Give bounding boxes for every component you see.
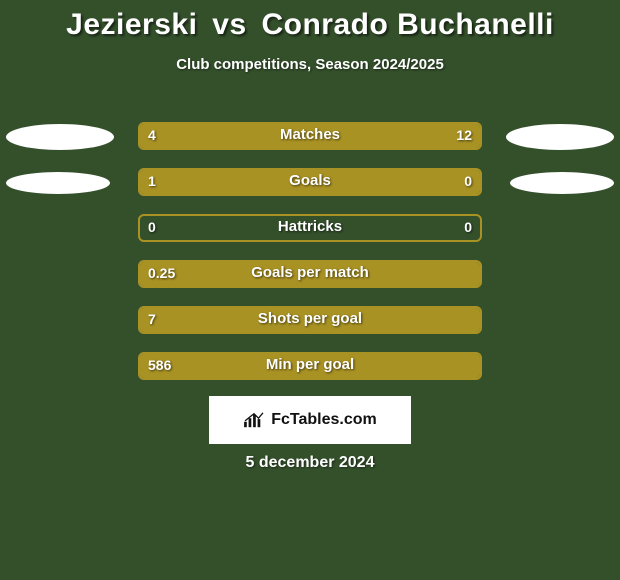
- player2-avatar: [510, 172, 614, 194]
- stat-fill-right: [225, 124, 480, 148]
- stat-fill-left: [140, 170, 405, 194]
- stat-value-left: 4: [138, 122, 166, 150]
- stat-value-left: 586: [138, 352, 181, 380]
- stat-row: 412Matches: [0, 122, 620, 152]
- stat-value-right: [462, 306, 482, 334]
- stat-value-left: 0: [138, 214, 166, 242]
- bars-icon: [243, 411, 265, 429]
- stat-value-left: 0.25: [138, 260, 185, 288]
- site-badge: FcTables.com: [209, 396, 411, 444]
- page-title: Jezierski vs Conrado Buchanelli: [0, 0, 620, 42]
- stat-track: [138, 352, 482, 380]
- stat-value-right: 0: [454, 168, 482, 196]
- stat-row: 7Shots per goal: [0, 306, 620, 336]
- player1-avatar: [6, 172, 110, 194]
- stat-value-left: 1: [138, 168, 166, 196]
- player1-avatar: [6, 124, 114, 150]
- stat-fill-left: [140, 262, 480, 286]
- stat-track: [138, 306, 482, 334]
- date-label: 5 december 2024: [0, 454, 620, 472]
- stat-value-right: [462, 260, 482, 288]
- stat-track: [138, 260, 482, 288]
- stat-value-right: [462, 352, 482, 380]
- stat-row: 586Min per goal: [0, 352, 620, 382]
- stat-fill-left: [140, 354, 480, 378]
- player1-name: Jezierski: [66, 8, 197, 41]
- site-label: FcTables.com: [271, 411, 377, 429]
- vs-label: vs: [212, 8, 246, 41]
- comparison-infographic: Jezierski vs Conrado Buchanelli Club com…: [0, 0, 620, 580]
- stat-fill-left: [140, 308, 480, 332]
- stat-track: [138, 168, 482, 196]
- stat-value-left: 7: [138, 306, 166, 334]
- stat-row: 0.25Goals per match: [0, 260, 620, 290]
- player2-avatar: [506, 124, 614, 150]
- stat-track: [138, 122, 482, 150]
- stat-rows: 412Matches10Goals00Hattricks0.25Goals pe…: [0, 122, 620, 398]
- stat-value-right: 12: [446, 122, 482, 150]
- stat-row: 10Goals: [0, 168, 620, 198]
- stat-value-right: 0: [454, 214, 482, 242]
- stat-row: 00Hattricks: [0, 214, 620, 244]
- stat-track: [138, 214, 482, 242]
- player2-name: Conrado Buchanelli: [261, 8, 553, 41]
- subtitle: Club competitions, Season 2024/2025: [0, 56, 620, 73]
